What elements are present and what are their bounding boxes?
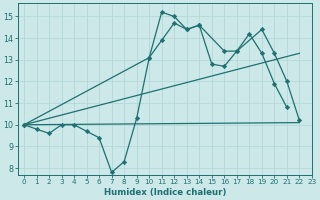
- X-axis label: Humidex (Indice chaleur): Humidex (Indice chaleur): [104, 188, 226, 197]
